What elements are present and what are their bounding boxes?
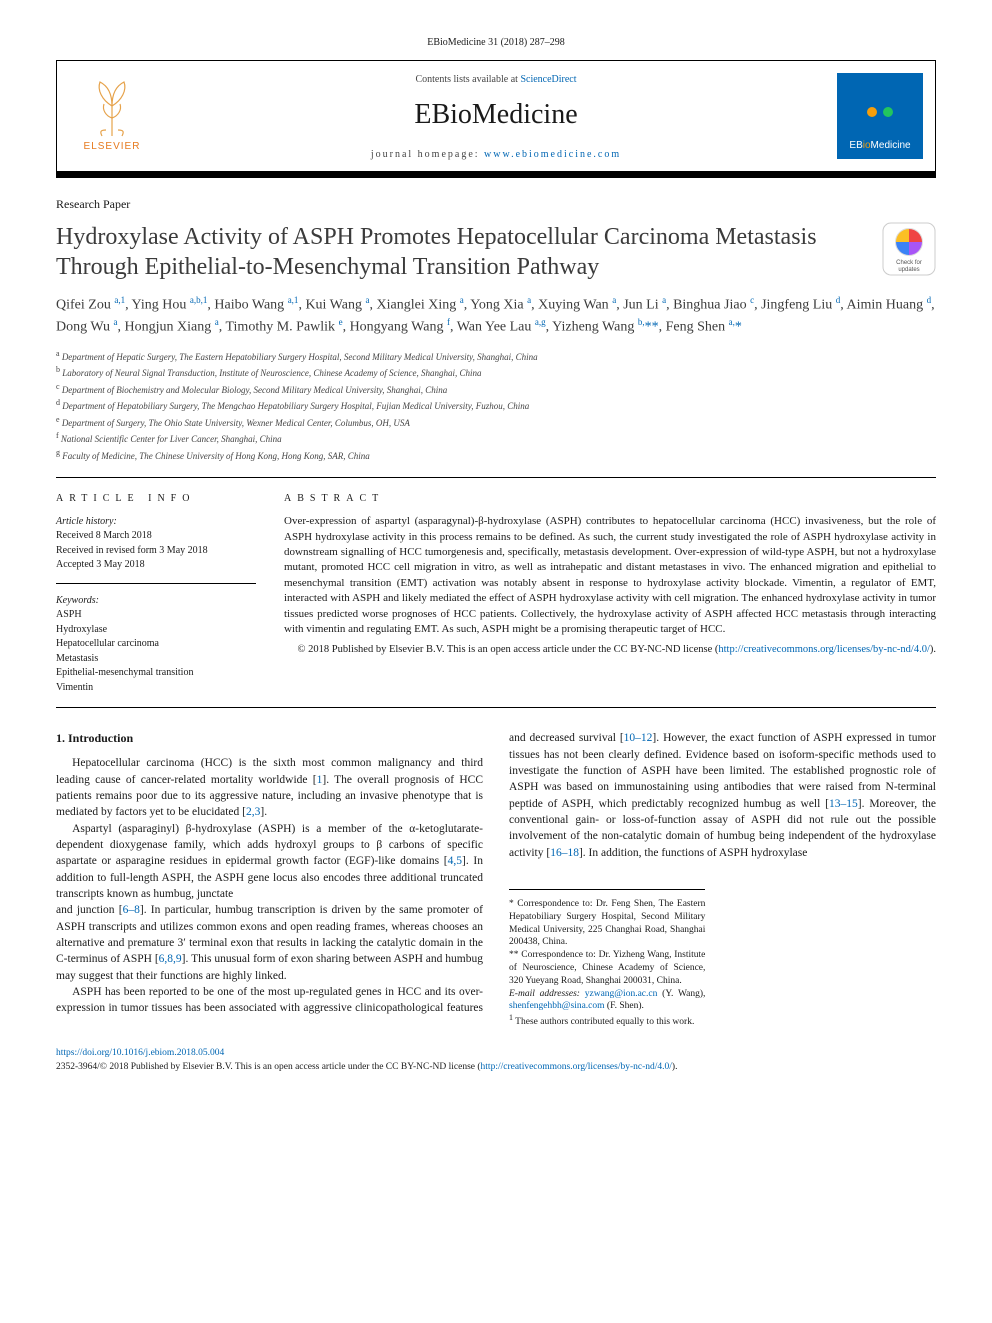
history-label: Article history:: [56, 515, 256, 530]
svg-text:updates: updates: [898, 267, 919, 273]
corr-footnote: ** Correspondence to: Dr. Yizheng Wang, …: [509, 949, 705, 987]
elsevier-tree-icon: ELSEVIER: [77, 73, 147, 158]
history-line: Accepted 3 May 2018: [56, 558, 256, 573]
keyword: ASPH: [56, 608, 256, 623]
history-line: Received in revised form 3 May 2018: [56, 544, 256, 559]
doi-link[interactable]: https://doi.org/10.1016/j.ebiom.2018.05.…: [56, 1048, 224, 1058]
keyword: Metastasis: [56, 652, 256, 667]
copyright-line: © 2018 Published by Elsevier B.V. This i…: [284, 643, 936, 658]
running-head: EBioMedicine 31 (2018) 287–298: [56, 36, 936, 50]
footnote-text: These authors contributed equally to thi…: [515, 1017, 694, 1027]
footnotes: * Correspondence to: Dr. Feng Shen, The …: [509, 889, 705, 1029]
homepage-line: journal homepage: www.ebiomedicine.com: [175, 148, 817, 162]
email-paren: (F. Shen).: [605, 1001, 644, 1011]
body-paragraph: Aspartyl (asparaginyl) β-hydroxylase (AS…: [56, 821, 483, 903]
history-line: Received 8 March 2018: [56, 529, 256, 544]
equal-contrib-footnote: 1 These authors contributed equally to t…: [509, 1013, 705, 1029]
email-link[interactable]: shenfengehbh@sina.com: [509, 1001, 605, 1011]
section-heading: 1. Introduction: [56, 730, 483, 747]
keyword: Epithelial-mesenchymal transition: [56, 666, 256, 681]
body-text: 1. Introduction Hepatocellular carcinoma…: [56, 730, 936, 1029]
authors: Qifei Zou a,1, Ying Hou a,b,1, Haibo Wan…: [56, 294, 936, 337]
masthead-rule: [56, 172, 936, 178]
abstract: ABSTRACT Over-expression of aspartyl (as…: [284, 492, 936, 695]
corr-footnote: * Correspondence to: Dr. Feng Shen, The …: [509, 898, 705, 949]
article-title: Hydroxylase Activity of ASPH Promotes He…: [56, 222, 864, 282]
ebio-logo-label: EBioMedicine: [849, 139, 910, 153]
keyword: Vimentin: [56, 681, 256, 696]
page-footer: https://doi.org/10.1016/j.ebiom.2018.05.…: [56, 1047, 936, 1074]
article-info: ARTICLE INFO Article history: Received 8…: [56, 492, 256, 695]
contents-line: Contents lists available at ScienceDirec…: [175, 73, 817, 87]
info-abstract-row: ARTICLE INFO Article history: Received 8…: [56, 478, 936, 708]
masthead: ELSEVIER Contents lists available at Sci…: [56, 60, 936, 173]
keywords-label: Keywords:: [56, 594, 256, 609]
running-head-journal: EBioMedicine: [427, 37, 485, 48]
footer-license-link[interactable]: http://creativecommons.org/licenses/by-n…: [481, 1062, 672, 1072]
abstract-text: Over-expression of aspartyl (asparagynal…: [284, 514, 936, 637]
svg-text:Check for: Check for: [896, 260, 922, 266]
email-paren: (Y. Wang),: [657, 989, 705, 999]
emails-label: E-mail addresses:: [509, 989, 580, 999]
publisher-label: ELSEVIER: [84, 140, 141, 154]
masthead-center: Contents lists available at ScienceDirec…: [167, 61, 825, 172]
journal-title: EBioMedicine: [175, 96, 817, 134]
sciencedirect-link[interactable]: ScienceDirect: [520, 74, 576, 85]
copyright-suffix: ).: [930, 644, 936, 655]
info-heading: ARTICLE INFO: [56, 492, 256, 507]
issn-text: 2352-3964/© 2018 Published by Elsevier B…: [56, 1062, 481, 1072]
issn-suffix: ).: [672, 1062, 678, 1072]
email-link[interactable]: yzwang@ion.ac.cn: [585, 989, 658, 999]
body-paragraph: and junction [6–8]. In particular, humbu…: [56, 902, 483, 984]
homepage-prefix: journal homepage:: [371, 149, 484, 160]
running-head-vol: 31 (2018) 287–298: [488, 37, 565, 48]
keyword: Hepatocellular carcinoma: [56, 637, 256, 652]
contents-prefix: Contents lists available at: [415, 74, 520, 85]
body-paragraph: Hepatocellular carcinoma (HCC) is the si…: [56, 755, 483, 820]
article-type: Research Paper: [56, 196, 936, 212]
homepage-link[interactable]: www.ebiomedicine.com: [484, 149, 621, 160]
copyright-prefix: © 2018 Published by Elsevier B.V. This i…: [298, 644, 719, 655]
email-footnote: E-mail addresses: yzwang@ion.ac.cn (Y. W…: [509, 988, 705, 1014]
crossmark-badge-icon[interactable]: Check for updates: [882, 222, 936, 276]
ebiomedicine-logo-icon: EBioMedicine: [837, 73, 923, 159]
cc-license-link[interactable]: http://creativecommons.org/licenses/by-n…: [718, 644, 930, 655]
keyword: Hydroxylase: [56, 623, 256, 638]
affiliations: a Department of Hepatic Surgery, The Eas…: [56, 348, 936, 464]
publisher-logo-box: ELSEVIER: [57, 61, 167, 172]
journal-logo-box: EBioMedicine: [825, 61, 935, 172]
abstract-heading: ABSTRACT: [284, 492, 936, 506]
